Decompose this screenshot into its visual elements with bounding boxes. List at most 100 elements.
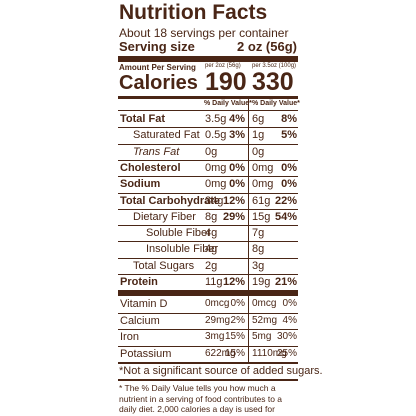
amount: 1110mg [252, 347, 287, 359]
calories-2: 330 [252, 68, 294, 96]
amount: 3mg [205, 331, 225, 342]
rule [118, 225, 298, 227]
nutrient-label: Potassium [120, 347, 172, 360]
daily-value: 2% [230, 314, 245, 326]
rule [118, 110, 298, 111]
daily-value: 12% [222, 276, 245, 288]
rule [118, 159, 298, 161]
rule [118, 312, 298, 314]
daily-value: 4% [282, 314, 297, 326]
rule [118, 176, 298, 178]
amount: 622mg [205, 347, 236, 359]
dv-1: % Daily Value* [204, 100, 252, 107]
daily-value: 12% [222, 194, 245, 207]
daily-value: 30% [276, 331, 297, 342]
per-2: per 3.5oz (100g) [252, 63, 297, 69]
nutrient-label: Protein [120, 276, 158, 288]
serving-size: 2 oz (56g) [237, 39, 297, 54]
rule [118, 192, 298, 194]
amount: 0g [205, 145, 218, 158]
daily-value: 4% [229, 113, 245, 125]
amount: 0mg [252, 178, 274, 191]
amount: 15g [252, 210, 271, 223]
daily-value: 0% [282, 298, 297, 309]
daily-value: 0% [281, 178, 297, 191]
rule [118, 274, 298, 275]
amount: 5mg [252, 331, 272, 342]
amount: 19g [252, 276, 271, 288]
nutrient-label: Total Fat [120, 113, 166, 125]
amount: 0mcg [252, 298, 277, 309]
amount: 4g [205, 227, 218, 240]
calories-1: 190 [205, 68, 247, 96]
daily-value: 8% [281, 113, 297, 125]
daily-value: 0% [229, 178, 245, 191]
daily-value: 0% [229, 161, 245, 174]
amount: 4g [205, 243, 218, 256]
amount: 2g [205, 259, 218, 272]
nutrient-label: Sodium [120, 178, 161, 191]
thick-rule [118, 290, 298, 296]
amount: 8g [205, 210, 218, 223]
amount: 0g [252, 145, 265, 158]
daily-value: 25% [276, 347, 297, 359]
amount: 0mg [205, 161, 227, 174]
amount: 8g [252, 243, 265, 256]
amount: 0mg [252, 161, 274, 174]
nutrient-label: Total Sugars [133, 259, 195, 272]
amount-per-serving: Amount Per Serving [119, 63, 196, 72]
amount: 29mg [205, 314, 231, 326]
added-sugars-note: *Not a significant source of added sugar… [119, 365, 323, 377]
amount: 6g [252, 113, 265, 125]
column-divider [248, 97, 249, 364]
footnote: * The % Daily Value tells you how much a… [119, 383, 283, 416]
rule [118, 127, 298, 129]
calories-label: Calories [119, 72, 198, 94]
daily-value: 15% [224, 331, 245, 342]
nutrient-label: Insoluble Fiber [146, 243, 219, 256]
medium-rule [118, 96, 298, 99]
nutrient-label: Saturated Fat [133, 129, 200, 142]
daily-value: 54% [274, 210, 297, 223]
rule [118, 329, 298, 330]
amount: 1g [252, 129, 265, 142]
amount: 0.5g [205, 129, 227, 142]
daily-value: 22% [274, 194, 297, 207]
rule [118, 257, 298, 259]
thick-rule [118, 362, 298, 364]
per-1: per 2oz (56g) [205, 63, 241, 69]
servings: About 18 servings per container [119, 26, 289, 40]
rule [118, 345, 298, 347]
rule [118, 208, 298, 210]
nutrient-label: Cholesterol [120, 161, 181, 174]
daily-value: 0% [281, 161, 297, 174]
amount: 34g [205, 194, 224, 207]
daily-value: 15% [224, 347, 245, 359]
serving-size-label: Serving size [119, 39, 195, 54]
daily-value: 0% [230, 298, 245, 309]
nutrient-label: Iron [120, 331, 139, 343]
nutrient-label: Trans Fat [133, 145, 180, 158]
title: Nutrition Facts [119, 1, 268, 24]
nutrient-label: Vitamin D [120, 298, 168, 310]
amount: 3.5g [205, 113, 227, 125]
dv-2: % Daily Value* [252, 100, 300, 107]
nutrient-label: Total Carbohydrate [120, 194, 221, 207]
amount: 3g [252, 259, 265, 272]
daily-value: 29% [222, 210, 245, 223]
daily-value: 21% [274, 276, 297, 288]
daily-value: 5% [281, 129, 297, 142]
daily-value: 3% [229, 129, 245, 142]
rule [118, 241, 298, 243]
amount: 52mg [252, 314, 278, 326]
amount: 61g [252, 194, 271, 207]
amount: 11g [205, 276, 223, 288]
amount: 0mcg [205, 298, 230, 309]
rule [118, 143, 298, 145]
amount: 7g [252, 227, 265, 240]
thick-rule [118, 379, 298, 381]
nutrient-label: Soluble Fiber [146, 227, 211, 240]
nutrient-label: Calcium [120, 314, 160, 327]
amount: 0mg [205, 178, 227, 191]
